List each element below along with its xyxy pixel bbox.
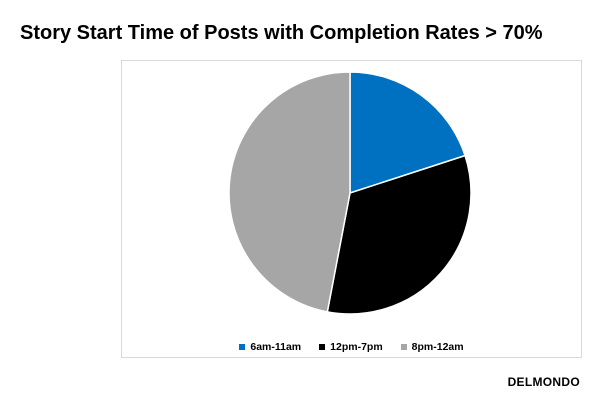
legend-item: 12pm-7pm (319, 341, 383, 353)
legend-swatch (239, 344, 246, 350)
chart-legend: 6am-11am 12pm-7pm 8pm-12am (122, 341, 581, 353)
chart-title: Story Start Time of Posts with Completio… (20, 22, 543, 44)
pie-slice-8pm-12am (228, 71, 351, 313)
legend-swatch (319, 344, 326, 350)
legend-item: 8pm-12am (400, 341, 464, 353)
chart-area: 6am-11am 12pm-7pm 8pm-12am (121, 60, 582, 358)
brand-logo-text: DELMONDO (507, 375, 580, 389)
legend-label: 12pm-7pm (330, 341, 383, 353)
legend-item: 6am-11am (239, 341, 301, 353)
legend-label: 6am-11am (250, 341, 302, 353)
pie-slice-12pm-7pm (326, 154, 472, 315)
pie-slice-6am-11am (349, 71, 467, 195)
pie-chart (228, 71, 472, 315)
legend-swatch (400, 344, 407, 350)
legend-label: 8pm-12am (411, 341, 464, 353)
